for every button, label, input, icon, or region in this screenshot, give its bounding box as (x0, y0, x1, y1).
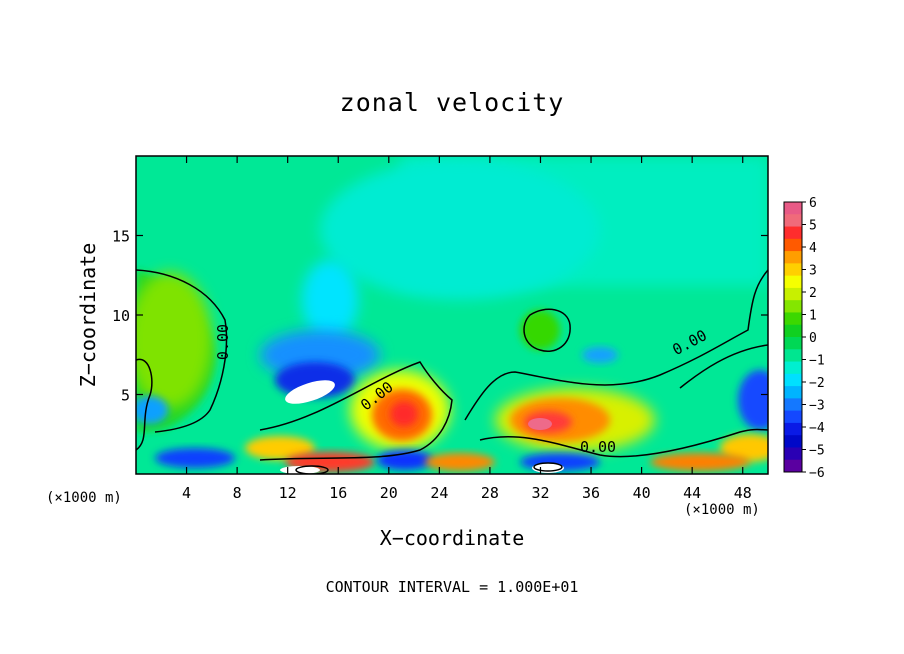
x-tick-label: 40 (633, 484, 651, 502)
colorbar-segment (784, 447, 802, 461)
colorbar-tick-label: 0 (809, 331, 817, 346)
y-tick-label: 15 (112, 228, 130, 246)
x-tick-label: 44 (683, 484, 701, 502)
colorbar-segment (784, 373, 802, 387)
x-axis-label: X−coordinate (379, 526, 525, 550)
contour-label: 0.00 (580, 438, 616, 456)
colorbar: 6 5 4 3 2 1 0 −1 −2 −3 −4 −5 −6 (783, 196, 825, 481)
colorbar-segment (784, 337, 802, 350)
x-tick-label: 20 (380, 484, 398, 502)
x-tick-label: 36 (582, 484, 600, 502)
contour-interval-note: CONTOUR INTERVAL = 1.000E+01 (325, 578, 579, 596)
colorbar-segment (784, 263, 802, 277)
colorbar-segment (784, 422, 802, 436)
colorbar-segment (784, 459, 802, 473)
x-axis-unit-right: (×1000 m) (684, 502, 760, 518)
colorbar-segment (784, 300, 802, 313)
colorbar-tick-label: 6 (809, 196, 817, 211)
colorbar-segment (784, 361, 802, 375)
x-tick-label: 24 (430, 484, 448, 502)
colorbar-segment (784, 202, 802, 215)
colorbar-segment (784, 238, 802, 252)
colorbar-tick-label: 2 (809, 286, 817, 301)
colorbar-segment (784, 349, 802, 363)
colorbar-segment (784, 312, 802, 326)
y-axis-label: Z−coordinate (76, 242, 100, 388)
zero-contour-lines (136, 269, 768, 474)
colorbar-segment (784, 275, 802, 289)
colorbar-segment (784, 410, 802, 424)
x-tick-label: 48 (734, 484, 752, 502)
filled-field (136, 156, 768, 474)
y-tick-label: 10 (112, 307, 130, 325)
colorbar-segment (784, 398, 802, 412)
colorbar-tick-label: −1 (809, 354, 825, 369)
colorbar-tick-label: −3 (809, 399, 825, 414)
chart-title: zonal velocity (339, 88, 565, 117)
colorbar-segment (784, 324, 802, 338)
x-tick-label: 28 (481, 484, 499, 502)
colorbar-tick-label: 4 (809, 241, 817, 256)
colorbar-segment (784, 435, 802, 448)
colorbar-tick-label: −5 (809, 444, 825, 459)
y-tick-label: 5 (121, 387, 130, 405)
x-tick-label: 4 (182, 484, 191, 502)
x-axis-unit-left: (×1000 m) (46, 490, 122, 506)
colorbar-segment (784, 386, 802, 399)
colorbar-tick-label: −6 (809, 466, 825, 481)
colorbar-segment (784, 226, 802, 240)
x-tick-label: 16 (329, 484, 347, 502)
colorbar-tick-label: −2 (809, 376, 825, 391)
contour-label: 0.00 (214, 324, 232, 360)
colorbar-segment (784, 214, 802, 228)
colorbar-tick-label: −4 (809, 421, 825, 436)
colorbar-tick-label: 3 (809, 264, 817, 279)
x-axis-ticks: 4 8 12 16 20 24 28 32 36 40 44 48 (182, 156, 752, 502)
colorbar-segment (784, 287, 802, 301)
colorbar-tick-label: 5 (809, 219, 817, 234)
x-tick-label: 32 (531, 484, 549, 502)
x-tick-label: 12 (279, 484, 297, 502)
colorbar-segment (784, 251, 802, 264)
y-axis-ticks: 5 10 15 (112, 228, 768, 405)
x-tick-label: 8 (233, 484, 242, 502)
colorbar-tick-label: 1 (809, 309, 817, 324)
